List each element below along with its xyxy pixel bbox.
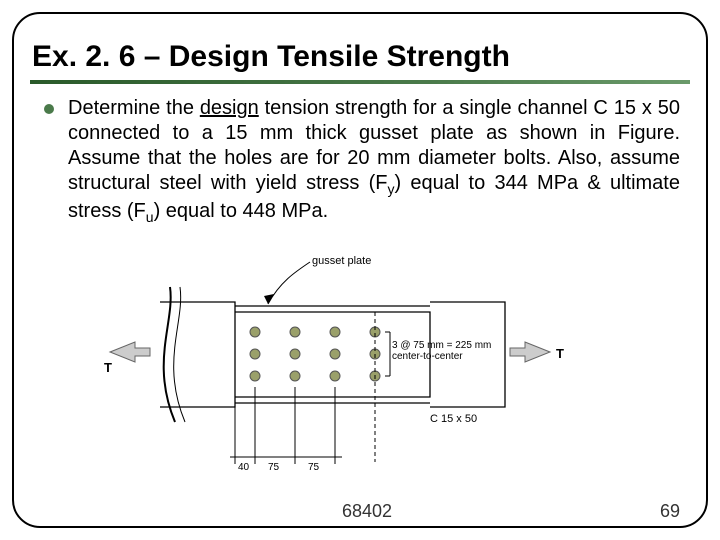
footer-right: 69 [660,501,680,522]
gusset-pointer [264,262,310,304]
svg-text:T: T [104,360,112,375]
gusset-label: gusset plate [312,255,371,267]
bolt-group [250,327,380,381]
body-paragraph: Determine the design tension strength fo… [68,96,680,226]
slide-title-underline [30,80,690,84]
bullet-icon [44,104,54,114]
bolt-spacing-label: 3 @ 75 mm = 225 mm center-to-center [392,340,492,374]
channel-label: C 15 x 50 [430,413,477,425]
body-underline: design [200,97,259,119]
left-tension-arrow: T [104,342,150,375]
row-spacing-bracket [385,332,390,376]
slide-title: Ex. 2. 6 – Design Tensile Strength [32,40,510,74]
dim3: 75 [308,462,320,473]
body-post3: ) equal to 448 MPa. [154,200,329,222]
svg-text:T: T [556,346,564,361]
body-sub1: y [388,181,395,197]
dim2: 75 [268,462,280,473]
body-sub2: u [146,209,154,225]
footer-left: 68402 [342,501,392,522]
dimension-group [230,387,342,464]
body-pre: Determine the [68,97,200,119]
dim1: 40 [238,462,250,473]
diagram: gusset plate 3 @ 75 mm = 225 mm center-t… [80,252,640,492]
right-tension-arrow: T [510,342,564,362]
